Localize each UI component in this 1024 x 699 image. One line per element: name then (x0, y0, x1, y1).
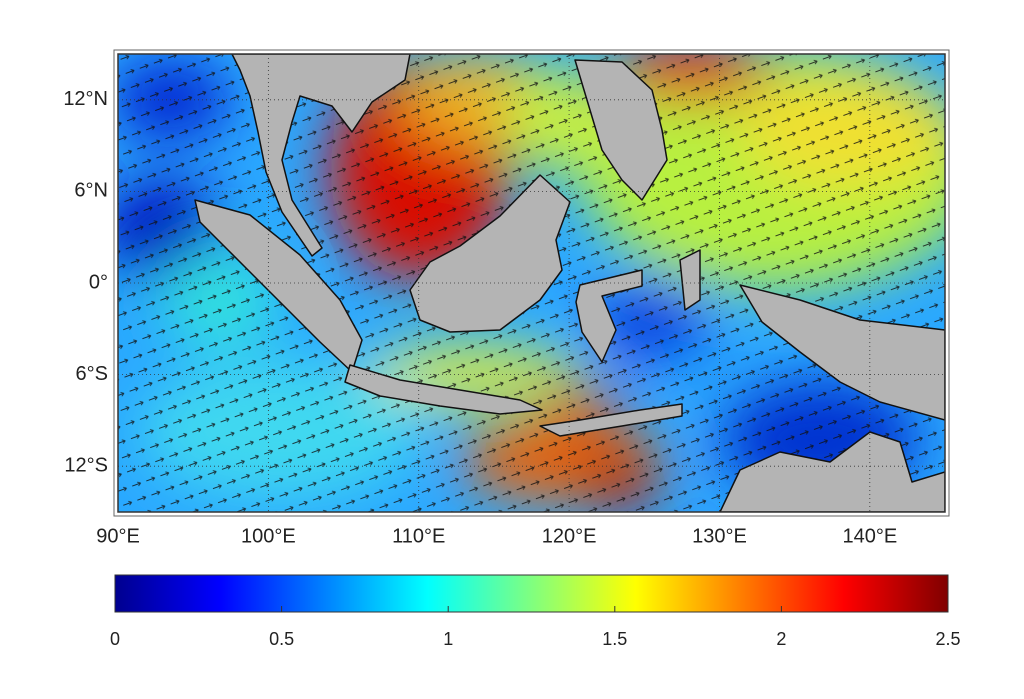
colorbar-tick-label: 1.5 (602, 629, 627, 649)
x-tick-label: 140°E (842, 525, 897, 547)
x-tick-label: 90°E (96, 525, 140, 547)
y-tick-label: 0° (89, 271, 108, 293)
x-tick-label: 100°E (241, 525, 296, 547)
x-tick-label: 110°E (392, 525, 445, 547)
y-tick-label: 6°N (74, 180, 108, 202)
colorbar (114, 574, 949, 613)
x-tick-label: 130°E (692, 525, 747, 547)
land (194, 54, 945, 512)
colorbar-tick-label: 2 (776, 629, 786, 649)
colorbar-tick-label: 0 (110, 629, 120, 649)
colorbar-tick-label: 0.5 (269, 629, 294, 649)
y-tick-label: 12°N (63, 88, 108, 110)
y-tick-label: 12°S (64, 454, 108, 476)
colorbar-tick-label: 1 (443, 629, 453, 649)
y-tick-label: 6°S (76, 363, 108, 385)
speed-field (118, 54, 945, 512)
x-tick-label: 120°E (542, 525, 597, 547)
map-frame (117, 53, 946, 513)
map-outer-frame (113, 49, 950, 517)
colorbar-tick-label: 2.5 (935, 629, 960, 649)
